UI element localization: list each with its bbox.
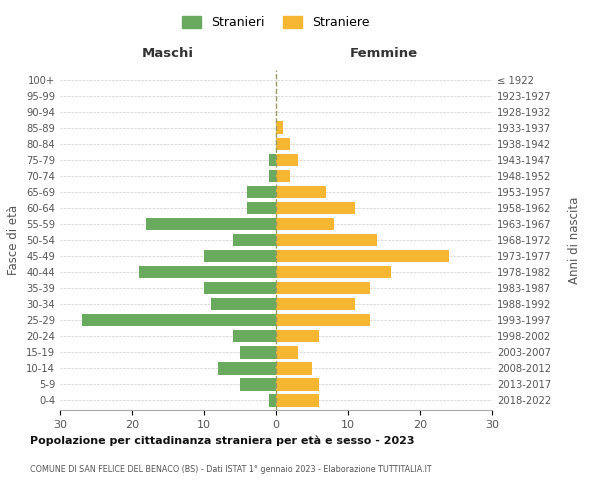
Bar [276,234,377,246]
Bar [276,218,334,230]
Bar [276,282,370,294]
Bar [276,202,355,214]
Bar [276,250,449,262]
Bar [233,234,276,246]
Bar [276,362,312,374]
Bar [82,314,276,326]
Bar [276,138,290,150]
Bar [204,250,276,262]
Bar [276,330,319,342]
Bar [276,298,355,310]
Bar [276,186,326,198]
Bar [276,122,283,134]
Bar [218,362,276,374]
Bar [269,170,276,182]
Bar [240,346,276,358]
Bar [146,218,276,230]
Y-axis label: Anni di nascita: Anni di nascita [568,196,581,284]
Bar [276,378,319,390]
Text: Femmine: Femmine [350,48,418,60]
Y-axis label: Fasce di età: Fasce di età [7,205,20,275]
Bar [247,202,276,214]
Bar [247,186,276,198]
Text: Popolazione per cittadinanza straniera per età e sesso - 2023: Popolazione per cittadinanza straniera p… [30,435,415,446]
Bar [233,330,276,342]
Text: COMUNE DI SAN FELICE DEL BENACO (BS) - Dati ISTAT 1° gennaio 2023 - Elaborazione: COMUNE DI SAN FELICE DEL BENACO (BS) - D… [30,465,431,474]
Text: Maschi: Maschi [142,48,194,60]
Legend: Stranieri, Straniere: Stranieri, Straniere [178,11,374,34]
Bar [276,154,298,166]
Bar [276,170,290,182]
Bar [276,314,370,326]
Bar [204,282,276,294]
Bar [211,298,276,310]
Bar [240,378,276,390]
Bar [269,154,276,166]
Bar [276,394,319,406]
Bar [276,346,298,358]
Bar [139,266,276,278]
Bar [269,394,276,406]
Bar [276,266,391,278]
